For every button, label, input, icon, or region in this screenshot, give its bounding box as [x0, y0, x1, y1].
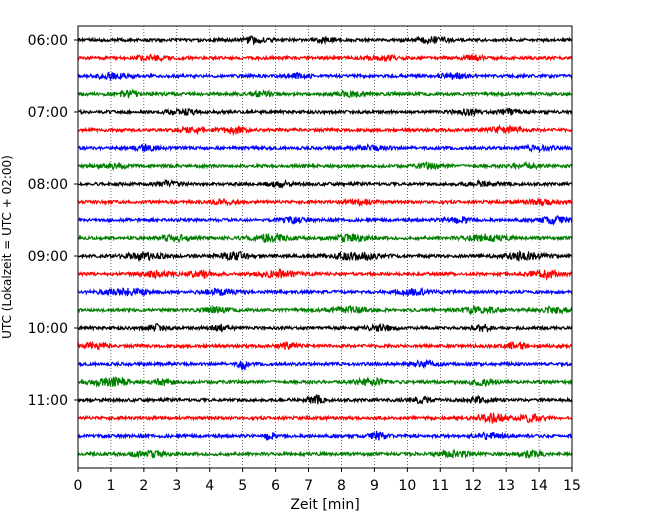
trace-line-10:45 [77, 376, 573, 388]
trace-line-10:15 [77, 340, 573, 351]
trace-line-06:00 [77, 35, 573, 46]
x-axis-label: Zeit [min] [290, 497, 359, 513]
x-tick-label: 2 [139, 478, 148, 494]
x-tick-label: 12 [464, 478, 482, 494]
trace-line-07:00 [77, 107, 573, 118]
x-axis-ticks: 0 1 2 3 4 5 6 7 8 9 10 11 12 13 14 15 [74, 468, 581, 494]
x-tick-label: 15 [563, 478, 581, 494]
trace-line-07:45 [77, 160, 573, 172]
x-tick-label: 5 [238, 478, 247, 494]
x-tick-label: 3 [172, 478, 181, 494]
trace-line-08:00 [77, 178, 573, 189]
trace-line-06:15 [77, 53, 573, 63]
x-tick-label: 0 [74, 478, 83, 494]
trace-line-08:15 [77, 197, 573, 207]
trace-group [77, 35, 573, 459]
x-tick-label: 13 [497, 478, 515, 494]
trace-line-09:00 [77, 249, 573, 263]
x-tick-label: 1 [106, 478, 115, 494]
trace-line-10:00 [77, 322, 573, 333]
y-axis-ticks: 06:00 07:00 08:00 09:00 10:00 11:00 [28, 33, 78, 409]
trace-line-11:45 [77, 448, 573, 459]
trace-line-09:15 [77, 267, 573, 282]
trace-line-09:45 [77, 304, 573, 316]
y-tick-label: 11:00 [28, 393, 68, 409]
x-tick-label: 6 [271, 478, 280, 494]
trace-line-09:30 [77, 286, 573, 297]
trace-line-11:15 [77, 412, 573, 425]
y-tick-label: 08:00 [28, 177, 68, 193]
x-tick-label: 14 [530, 478, 548, 494]
trace-line-10:30 [77, 358, 573, 371]
x-tick-label: 9 [370, 478, 379, 494]
y-tick-label: 06:00 [28, 33, 68, 49]
x-tick-label: 8 [337, 478, 346, 494]
x-tick-label: 7 [304, 478, 313, 494]
y-tick-label: 07:00 [28, 105, 68, 121]
trace-line-07:30 [77, 142, 573, 154]
trace-line-06:45 [77, 88, 573, 99]
trace-line-08:45 [77, 231, 573, 244]
plot-frame [77, 25, 573, 469]
x-tick-label: 11 [431, 478, 449, 494]
trace-line-06:30 [77, 71, 573, 82]
x-tick-label: 10 [398, 478, 416, 494]
trace-line-11:30 [77, 430, 573, 441]
trace-line-11:00 [77, 393, 573, 405]
x-tick-label: 4 [205, 478, 214, 494]
trace-line-07:15 [77, 123, 573, 137]
y-tick-label: 09:00 [28, 249, 68, 265]
trace-line-08:30 [77, 215, 573, 226]
y-axis-label: UTC (Lokalzeit = UTC + 02:00) [0, 155, 14, 339]
y-tick-label: 10:00 [28, 321, 68, 337]
